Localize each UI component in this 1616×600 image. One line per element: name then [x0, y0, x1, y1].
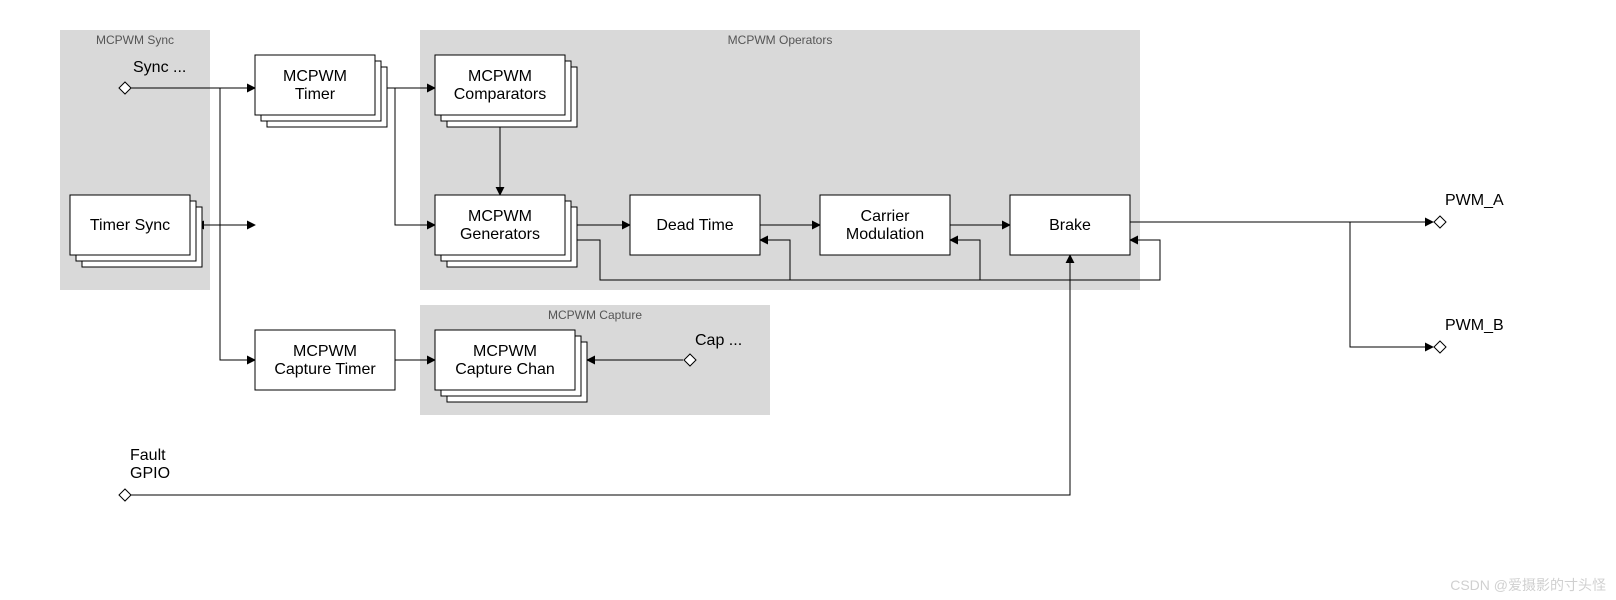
node-carrier: CarrierModulation [820, 195, 950, 255]
diagram-canvas: MCPWM Sync MCPWM Operators MCPWM Capture Ti… [0, 0, 1616, 600]
node-label-brake-0: Brake [1049, 217, 1091, 234]
node-label-timer-1: Timer [295, 86, 336, 103]
node-brake: Brake [1010, 195, 1130, 255]
port-label-pwm_b-0: PWM_B [1445, 317, 1504, 334]
port-label-fault-1: GPIO [130, 465, 170, 482]
watermark: CSDN @爱摄影的寸头怪 [1450, 577, 1606, 593]
port-label-sync_in-0: Sync ... [133, 59, 186, 76]
port-pwm_a: PWM_A [1434, 192, 1504, 228]
port-fault: FaultGPIO [119, 447, 170, 501]
node-timer: MCPWMTimer [255, 55, 387, 127]
node-label-cap_chan-0: MCPWM [473, 343, 537, 360]
node-timer_sync: Timer Sync [70, 195, 202, 267]
node-label-timer_sync-0: Timer Sync [90, 217, 170, 234]
edge-15 [1350, 222, 1433, 347]
region-label-operators: MCPWM Operators [728, 33, 833, 47]
node-label-carrier-1: Modulation [846, 226, 924, 243]
port-label-cap_in-0: Cap ... [695, 332, 742, 349]
node-deadtime: Dead Time [630, 195, 760, 255]
node-label-cap_timer-1: Capture Timer [274, 361, 376, 378]
node-generators: MCPWMGenerators [435, 195, 577, 267]
node-label-deadtime-0: Dead Time [656, 217, 733, 234]
port-pwm_b: PWM_B [1434, 317, 1504, 353]
node-label-comparators-1: Comparators [454, 86, 546, 103]
region-label-sync: MCPWM Sync [96, 33, 174, 47]
node-label-carrier-0: Carrier [861, 208, 911, 225]
node-label-generators-1: Generators [460, 226, 540, 243]
node-label-cap_timer-0: MCPWM [293, 343, 357, 360]
node-label-timer-0: MCPWM [283, 68, 347, 85]
node-cap_timer: MCPWMCapture Timer [255, 330, 395, 390]
node-label-generators-0: MCPWM [468, 208, 532, 225]
node-label-cap_chan-1: Capture Chan [455, 361, 555, 378]
port-label-fault-0: Fault [130, 447, 166, 464]
node-cap_chan: MCPWMCapture Chan [435, 330, 587, 402]
edge-4 [220, 225, 255, 360]
node-label-comparators-0: MCPWM [468, 68, 532, 85]
region-label-capture: MCPWM Capture [548, 308, 642, 322]
port-label-pwm_a-0: PWM_A [1445, 192, 1504, 209]
node-comparators: MCPWMComparators [435, 55, 577, 127]
